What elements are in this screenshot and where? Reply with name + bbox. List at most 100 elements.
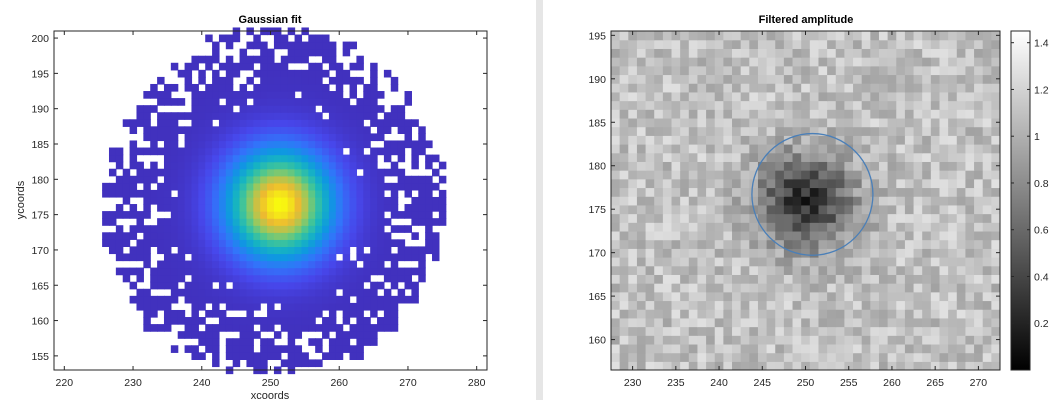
heatmap-cell — [697, 170, 707, 180]
heatmap-cell — [129, 267, 138, 276]
heatmap-cell — [349, 345, 358, 353]
heatmap-cell — [922, 48, 932, 58]
heatmap-cell — [239, 161, 248, 170]
heatmap-cell — [827, 352, 837, 362]
heatmap-cell — [714, 239, 724, 249]
heatmap-cell — [322, 352, 330, 360]
heatmap-cell — [246, 76, 254, 85]
heatmap-cell — [122, 211, 131, 219]
heatmap-cell — [294, 147, 303, 156]
heatmap-cell — [827, 135, 837, 145]
heatmap-cell — [418, 189, 426, 198]
heatmap-cell — [671, 126, 681, 136]
heatmap-cell — [697, 326, 707, 336]
heatmap-cell — [723, 204, 733, 215]
heatmap-cell — [301, 302, 309, 311]
heatmap-cell — [363, 260, 371, 269]
heatmap-cell — [636, 230, 647, 241]
heatmap-cell — [870, 274, 880, 284]
heatmap-cell — [645, 352, 655, 362]
heatmap-cell — [697, 48, 707, 58]
heatmap-cell — [619, 300, 629, 310]
heatmap-cell — [342, 48, 351, 57]
heatmap-cell — [930, 74, 941, 84]
heatmap-cell — [232, 260, 241, 269]
heatmap-cell — [792, 196, 802, 206]
heatmap-cell — [438, 211, 447, 219]
y-axis-label: ycoords — [15, 180, 27, 219]
heatmap-cell — [294, 246, 303, 255]
heatmap-cell — [163, 98, 172, 106]
heatmap-cell — [212, 175, 220, 184]
heatmap-cell — [198, 182, 206, 191]
heatmap-cell — [732, 257, 742, 267]
heatmap-cell — [342, 119, 351, 127]
heatmap-cell — [757, 309, 768, 319]
heatmap-cell — [636, 144, 647, 154]
heatmap-cell — [654, 152, 664, 162]
heatmap-cell — [308, 119, 316, 127]
heatmap-cell — [177, 69, 186, 78]
heatmap-cell — [783, 248, 794, 258]
heatmap-cell — [294, 331, 303, 339]
heatmap-cell — [267, 246, 275, 255]
heatmap-cell — [308, 69, 316, 78]
heatmap-cell — [225, 76, 234, 85]
heatmap-cell — [818, 57, 828, 67]
heatmap-cell — [611, 83, 621, 93]
heatmap-cell — [948, 204, 958, 215]
heatmap-cell — [792, 343, 802, 354]
heatmap-cell — [636, 257, 647, 267]
heatmap-cell — [611, 265, 621, 275]
heatmap-cell — [212, 345, 220, 353]
heatmap-cell — [636, 57, 647, 67]
heatmap-cell — [723, 135, 733, 145]
heatmap-cell — [844, 326, 854, 336]
heatmap-cell — [163, 204, 172, 212]
heatmap-cell — [714, 65, 724, 76]
heatmap-cell — [150, 168, 158, 177]
heatmap-cell — [404, 295, 412, 304]
heatmap-cell — [861, 257, 871, 267]
heatmap-cell — [294, 41, 303, 50]
heatmap-cell — [115, 154, 124, 163]
heatmap-cell — [628, 117, 638, 128]
heatmap-cell — [956, 178, 967, 189]
heatmap-cell — [706, 248, 716, 258]
heatmap-cell — [697, 135, 707, 145]
heatmap-cell — [390, 189, 399, 198]
heatmap-cell — [342, 218, 351, 226]
heatmap-cell — [861, 100, 871, 110]
heatmap-cell — [163, 246, 172, 255]
heatmap-cell — [335, 76, 344, 85]
heatmap-cell — [294, 161, 303, 170]
heatmap-cell — [809, 361, 820, 370]
heatmap-cell — [671, 283, 681, 293]
heatmap-cell — [930, 222, 941, 232]
heatmap-cell — [619, 283, 629, 293]
heatmap-cell — [157, 239, 165, 247]
heatmap-cell — [930, 248, 941, 258]
heatmap-cell — [218, 295, 227, 304]
heatmap-cell — [671, 222, 681, 232]
heatmap-cell — [225, 55, 234, 64]
heatmap-cell — [766, 274, 776, 284]
heatmap-cell — [654, 135, 664, 145]
heatmap-cell — [792, 335, 802, 345]
x-axis-label: xcoords — [251, 390, 290, 400]
heatmap-cell — [922, 152, 932, 162]
heatmap-cell — [150, 126, 158, 134]
heatmap-cell — [322, 317, 330, 325]
heatmap-cell — [706, 326, 716, 336]
heatmap-cell — [143, 232, 151, 240]
heatmap-cell — [370, 196, 378, 205]
heatmap-cell — [246, 225, 254, 233]
heatmap-cell — [205, 232, 213, 240]
heatmap-cell — [714, 109, 724, 119]
x-tick-label: 240 — [193, 377, 211, 389]
heatmap-cell — [818, 144, 828, 154]
heatmap-cell — [163, 140, 172, 149]
heatmap-cell — [671, 309, 681, 319]
heatmap-cell — [349, 196, 358, 205]
heatmap-cell — [948, 265, 958, 275]
